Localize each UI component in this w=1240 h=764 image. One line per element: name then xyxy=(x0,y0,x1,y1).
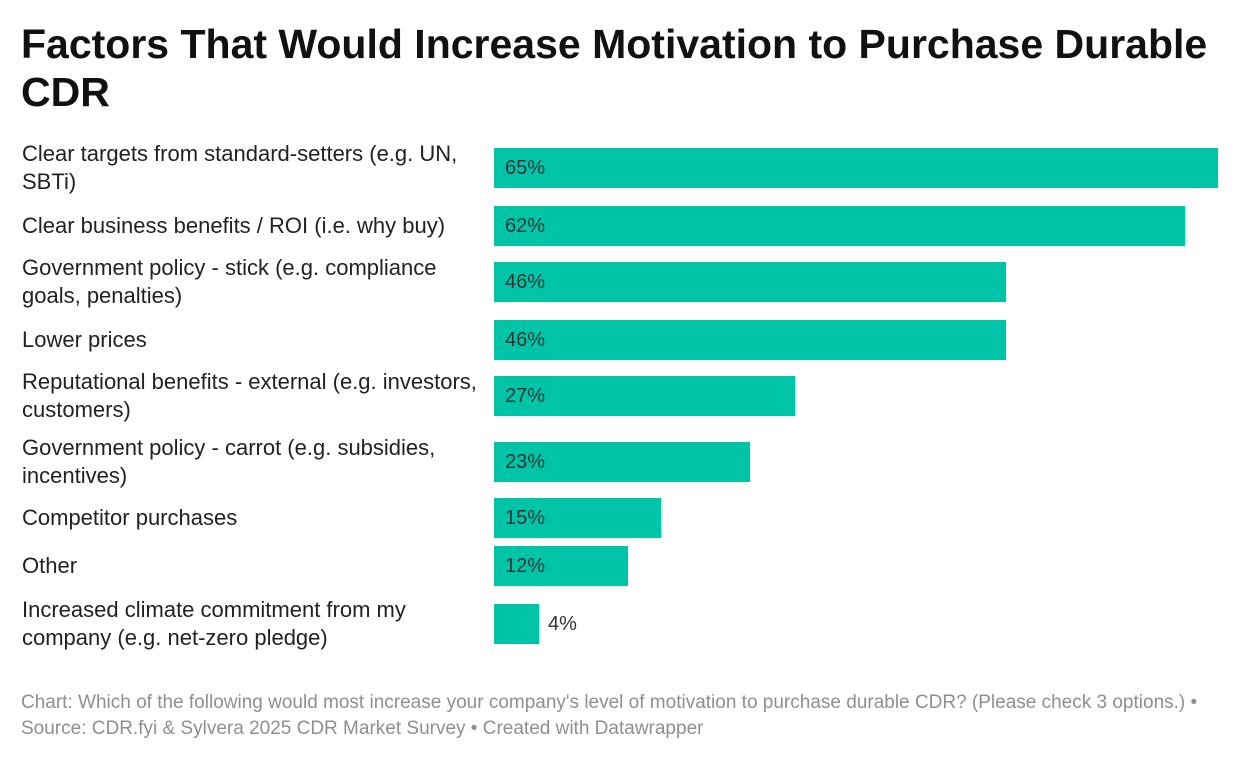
bar-value-label: 65% xyxy=(505,157,546,179)
category-label: Government policy - stick (e.g. complian… xyxy=(22,255,437,308)
category-label: Reputational benefits - external (e.g. i… xyxy=(22,369,477,422)
bar xyxy=(494,320,1006,360)
bar-value-label: 12% xyxy=(505,555,546,577)
bar xyxy=(494,498,661,538)
category-label: Clear business benefits / ROI (i.e. why … xyxy=(22,213,446,238)
bar-value-label: 27% xyxy=(505,385,546,407)
bar-value-label: 15% xyxy=(505,507,546,529)
bar-value-label: 46% xyxy=(505,329,546,351)
category-label: Competitor purchases xyxy=(22,505,238,530)
bar-value-label: 4% xyxy=(548,613,577,635)
category-label: Increased climate commitment from my com… xyxy=(22,597,406,650)
bar xyxy=(494,546,628,586)
chart-footer: Chart: Which of the following would most… xyxy=(21,692,1198,739)
category-label: Other xyxy=(22,553,78,578)
category-label: Clear targets from standard-setters (e.g… xyxy=(22,141,458,194)
bar xyxy=(494,376,795,416)
bar xyxy=(494,206,1185,246)
bar xyxy=(494,262,1006,302)
bar-value-label: 46% xyxy=(505,271,546,293)
chart-title: Factors That Would Increase Motivation t… xyxy=(21,21,1208,115)
bar xyxy=(494,604,539,644)
category-label: Government policy - carrot (e.g. subsidi… xyxy=(22,435,436,488)
bar-value-label: 62% xyxy=(505,215,546,237)
bar xyxy=(494,148,1218,188)
bar xyxy=(494,442,750,482)
category-label: Lower prices xyxy=(22,327,147,352)
bar-value-label: 23% xyxy=(505,451,546,473)
